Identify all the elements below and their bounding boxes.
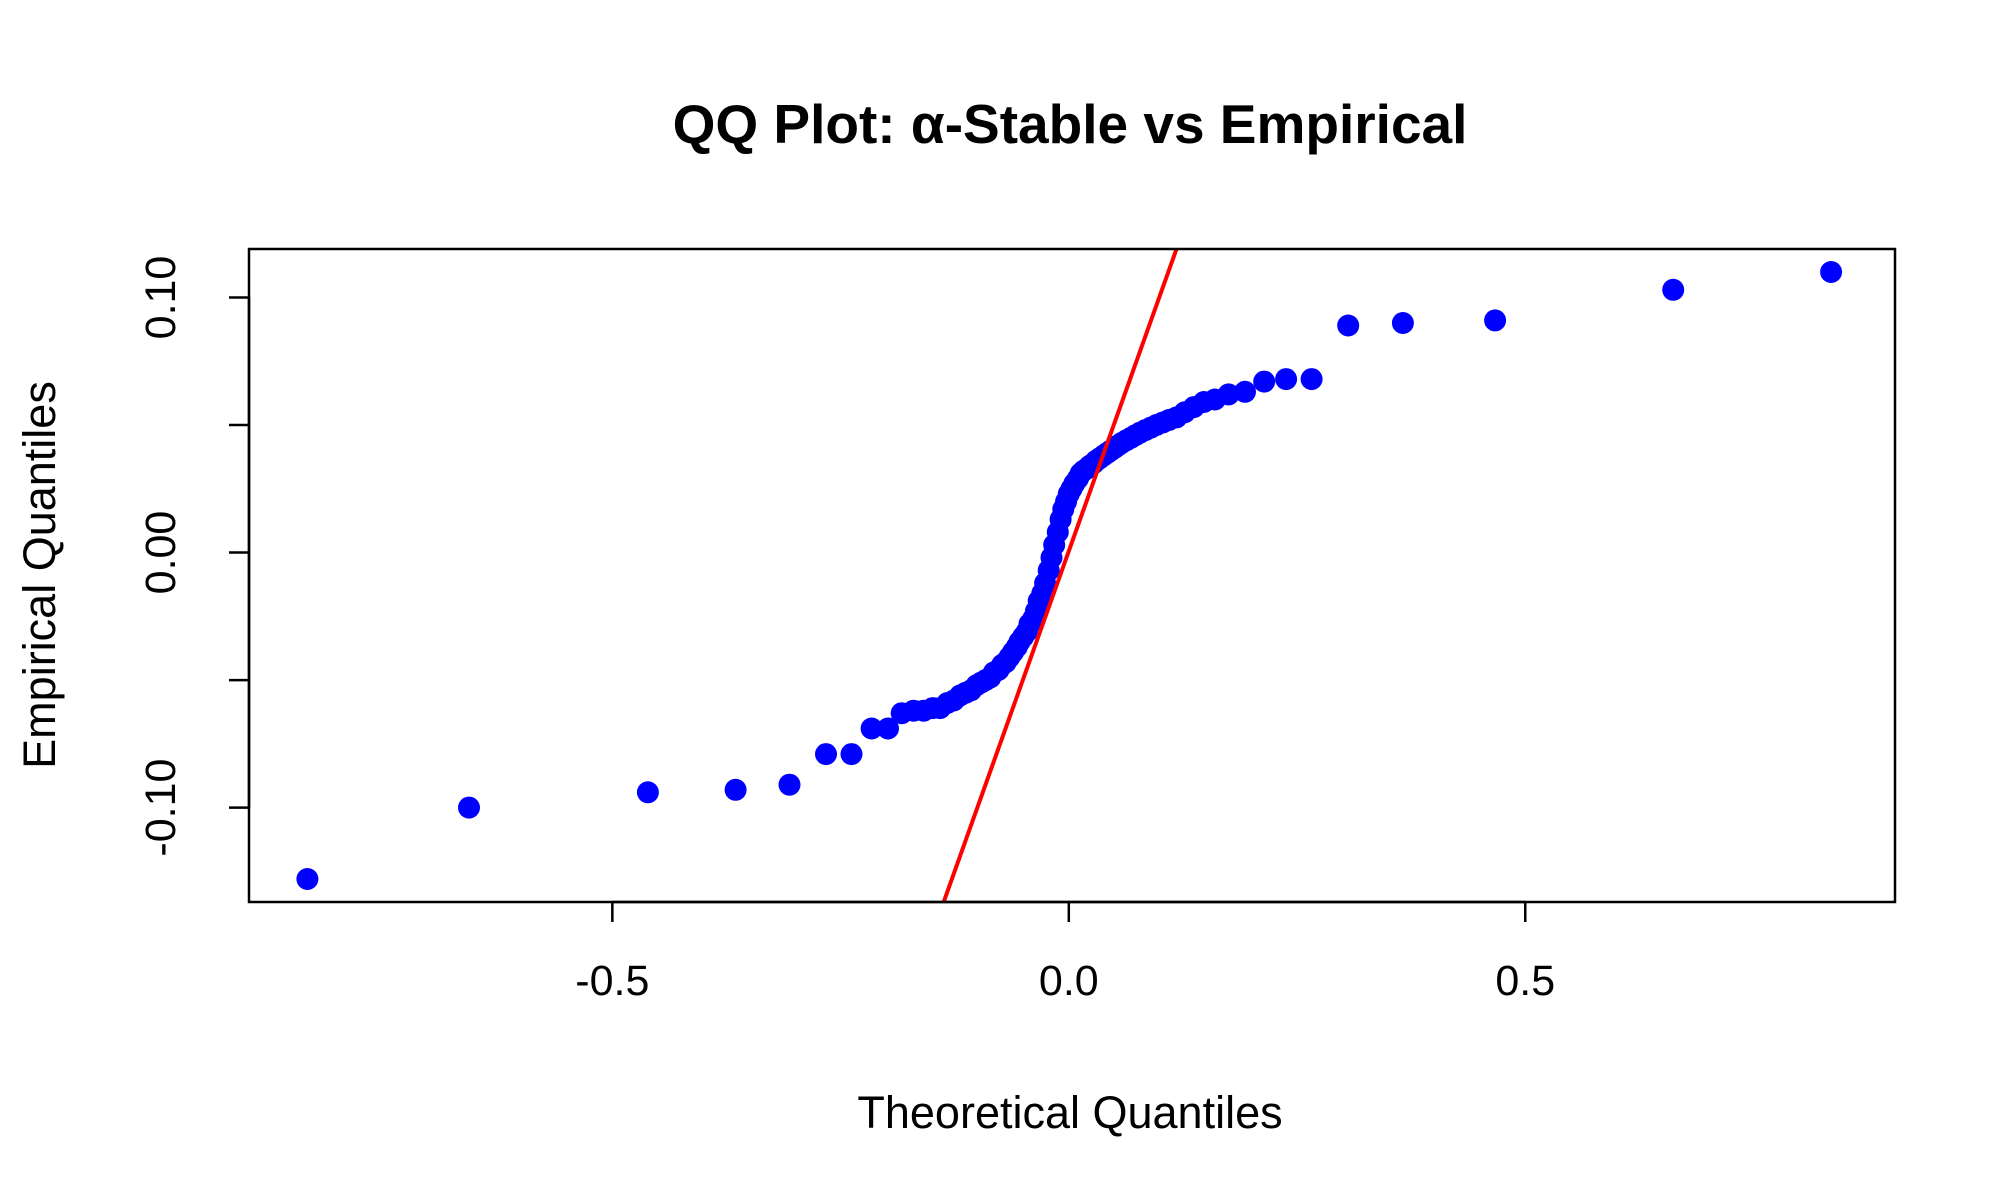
- y-tick-label: 0.10: [137, 256, 185, 340]
- data-point: [1234, 380, 1256, 403]
- data-point: [877, 717, 899, 740]
- y-axis: -0.10 0.00 0.10: [137, 256, 251, 857]
- data-point: [1484, 309, 1507, 332]
- data-point: [636, 781, 659, 804]
- data-point: [724, 778, 747, 801]
- plot-layer: [296, 248, 1843, 903]
- y-axis-label: Empirical Quantiles: [14, 381, 65, 769]
- plot-frame: [247, 247, 1897, 904]
- data-point: [1217, 383, 1240, 406]
- data-point: [1275, 368, 1298, 391]
- data-point: [1662, 278, 1685, 301]
- x-axis: -0.5 0.0 0.5: [575, 900, 1555, 1005]
- x-tick-label: 0.5: [1495, 957, 1555, 1005]
- data-point: [1391, 312, 1414, 334]
- y-tick-label: -0.10: [137, 759, 185, 857]
- data-point: [778, 773, 801, 796]
- data-point: [1820, 261, 1843, 283]
- data-point: [296, 868, 319, 890]
- x-tick-label: -0.5: [575, 957, 649, 1005]
- reference-line: [941, 248, 1179, 903]
- x-axis-label: Theoretical Quantiles: [857, 1087, 1282, 1138]
- data-point: [1337, 314, 1360, 337]
- data-point: [1300, 368, 1323, 391]
- data-point: [1253, 370, 1276, 393]
- data-point: [458, 796, 480, 819]
- data-point: [860, 717, 883, 740]
- data-point: [840, 743, 863, 766]
- data-point: [815, 743, 837, 766]
- x-tick-label: 0.0: [1039, 957, 1099, 1005]
- y-tick-label: 0.00: [137, 511, 185, 595]
- chart-title: QQ Plot: α-Stable vs Empirical: [673, 93, 1468, 155]
